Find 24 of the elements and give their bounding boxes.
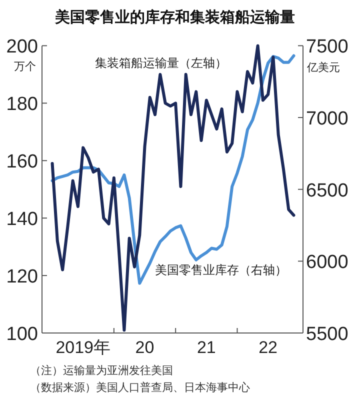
y-tick-label: 100 xyxy=(6,324,38,345)
x-tick-label: 20 xyxy=(135,338,154,357)
chart-title: 美国零售业的库存和集装箱船运输量 xyxy=(54,8,295,26)
y-tick-label: 160 xyxy=(6,152,38,173)
line-series xyxy=(50,54,296,285)
x-tick-label: 22 xyxy=(258,338,278,357)
y2-tick-label: 7000 xyxy=(306,108,348,130)
y2-tick-label: 7500 xyxy=(306,36,348,58)
series-label: 美国零售业库存（右轴） xyxy=(155,263,287,277)
x-tick-label: 2019年 xyxy=(56,338,111,357)
x-tick-label: 21 xyxy=(196,338,216,357)
text: （数据来源）美国人口普查局、日本海事中心 xyxy=(30,381,250,394)
y-tick-label: 120 xyxy=(6,266,38,288)
y-tick-label: 200 xyxy=(6,36,38,58)
series-label: 集装箱船运输量（左轴） xyxy=(95,56,227,70)
y-tick-label: 180 xyxy=(6,94,38,116)
y2-tick-label: 5500 xyxy=(306,324,348,345)
y-tick-label: 140 xyxy=(6,209,38,230)
y2-axis-title: 亿美元 xyxy=(306,61,340,74)
line-series xyxy=(50,44,296,332)
y2-tick-label: 6500 xyxy=(306,180,348,202)
y2-tick-label: 6000 xyxy=(306,252,348,274)
text: （注）运输量为亚洲发往美国 xyxy=(30,364,173,377)
y-axis-title: 万个 xyxy=(14,61,36,73)
